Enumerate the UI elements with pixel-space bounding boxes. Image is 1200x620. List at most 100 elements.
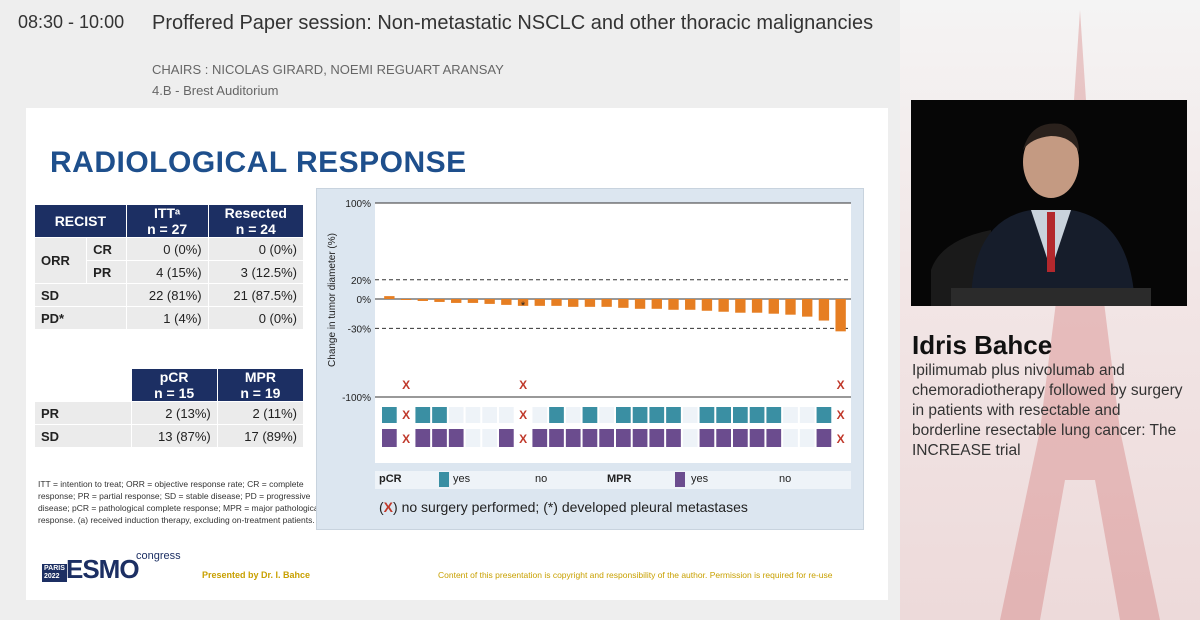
bar: [718, 299, 729, 312]
pcr-cell: [632, 407, 648, 423]
mpr-cell: [666, 429, 681, 447]
mpr-cell: [733, 429, 748, 447]
pcr-cell: [799, 407, 815, 423]
mpr-no-surgery-marker: X: [837, 432, 845, 446]
bar: [434, 299, 445, 302]
pcr-cell: [549, 407, 564, 423]
bar: [417, 299, 428, 301]
cell-resected: 0 (0%): [207, 237, 305, 261]
mpr-cell: [799, 429, 815, 447]
footnote: ITT = intention to treat; ORR = objectiv…: [38, 479, 321, 525]
pcr-cell: [716, 407, 731, 423]
table-row: SD 22 (81%) 21 (87.5%): [34, 283, 305, 307]
cell-itt: 4 (15%): [125, 260, 209, 284]
mpr-no-surgery-marker: X: [519, 432, 527, 446]
pcr-cell: [766, 407, 782, 423]
header-pcr-n: n = 15: [154, 385, 195, 401]
pcr-cell: [682, 407, 698, 423]
header-itt: ITTᵃ n = 27: [125, 204, 209, 238]
no-surgery-marker: X: [519, 378, 527, 392]
mpr-cell: [632, 429, 648, 447]
mpr-cell: [616, 429, 631, 447]
esmo-logo: PARIS 2022 ESMO congress: [40, 548, 181, 584]
mpr-cell: [465, 429, 481, 447]
bar: [400, 299, 412, 300]
bar: [835, 299, 846, 332]
logo-congress: congress: [136, 550, 181, 562]
bar: [818, 299, 830, 321]
bar: [584, 299, 596, 307]
eiffel-tower-watermark: [1000, 10, 1160, 620]
header-resected-label: Resected: [224, 205, 287, 221]
bar: [384, 296, 395, 299]
legend-mpr-yes-swatch: [675, 472, 685, 487]
mpr-cell: [682, 429, 698, 447]
bar: [685, 299, 696, 310]
header-resected: Resected n = 24: [207, 204, 305, 238]
logo-year-text: 2022: [44, 573, 60, 580]
table-row: PR 2 (13%) 2 (11%): [34, 401, 305, 425]
legend-note-text: no surgery performed; (*) developed pleu…: [401, 499, 748, 515]
header-resected-n: n = 24: [235, 221, 276, 237]
row-label: PR: [34, 401, 132, 425]
session-room: 4.B - Brest Auditorium: [152, 83, 279, 98]
no-surgery-marker: X: [837, 378, 845, 392]
header-pcr-label: pCR: [159, 369, 189, 385]
cell-mpr: 2 (11%): [216, 401, 305, 425]
no-surgery-x-icon: X: [383, 499, 394, 515]
table-row: SD 13 (87%) 17 (89%): [34, 424, 305, 448]
pcr-cell: [599, 407, 614, 423]
legend-mpr-no: no: [779, 473, 792, 485]
legend-pcr-no: no: [535, 473, 548, 485]
presentation-slide: RADIOLOGICAL RESPONSE RECIST ITTᵃ n = 27 …: [26, 108, 888, 600]
pcr-cell: [465, 407, 481, 423]
speaker-video-frame: [911, 100, 1187, 306]
mpr-cell: [599, 429, 614, 447]
mpr-cell: [549, 429, 564, 447]
bar: [735, 299, 746, 313]
logo-paris: PARIS 2022: [42, 564, 67, 582]
speaker-video: [911, 100, 1187, 306]
table-row: PD* 1 (4%) 0 (0%): [34, 306, 305, 330]
speaker-name: Idris Bahce: [912, 330, 1053, 360]
waterfall-chart-svg: 100% 20% 0% -30% -100% Change in tumor diamet…: [327, 199, 851, 463]
waterfall-chart: 100% 20% 0% -30% -100% Change in tumor diamet…: [316, 188, 864, 530]
mpr-cell: [382, 429, 397, 447]
bar: [467, 299, 479, 303]
pcr-cell: [482, 407, 497, 423]
mpr-cell: [783, 429, 798, 447]
copyright-notice: Content of this presentation is copyrigh…: [438, 570, 833, 580]
legend-note: (X) no surgery performed; (*) developed …: [379, 499, 748, 515]
mpr-cell: [499, 429, 514, 447]
pcr-cell: [582, 407, 598, 423]
bar: [701, 299, 713, 311]
pcr-cell: [432, 407, 447, 423]
cell-itt: 22 (81%): [125, 283, 209, 307]
mpr-cell: [415, 429, 431, 447]
plot-area: [375, 203, 851, 463]
logo-paris-text: PARIS: [44, 565, 65, 572]
row-label: SD: [34, 283, 127, 307]
bar: [501, 299, 512, 305]
mpr-no-surgery-marker: X: [402, 432, 410, 446]
header-itt-n: n = 27: [147, 221, 188, 237]
bar: [634, 299, 646, 309]
bar: [618, 299, 629, 308]
y-tick-label: 100%: [345, 199, 371, 210]
row-label: CR: [86, 237, 127, 261]
pcr-cell: [532, 407, 548, 423]
pathological-table: pCR n = 15 MPR n = 19 PR 2 (13%) 2 (11%) S…: [34, 368, 305, 448]
bar: [802, 299, 813, 317]
cell-mpr: 17 (89%): [216, 424, 305, 448]
mpr-cell: [749, 429, 765, 447]
legend-mpr-yes: yes: [691, 473, 709, 485]
mpr-cell: [565, 429, 581, 447]
pcr-cell: [733, 407, 748, 423]
mpr-cell: [699, 429, 715, 447]
header-pcr: pCR n = 15: [130, 368, 218, 402]
table-row: ORR CR 0 (0%) 0 (0%): [33, 237, 305, 284]
row-label-orr: ORR: [33, 237, 88, 284]
bar: [451, 299, 462, 303]
mpr-cell: [582, 429, 598, 447]
row-label: PR: [86, 260, 127, 284]
